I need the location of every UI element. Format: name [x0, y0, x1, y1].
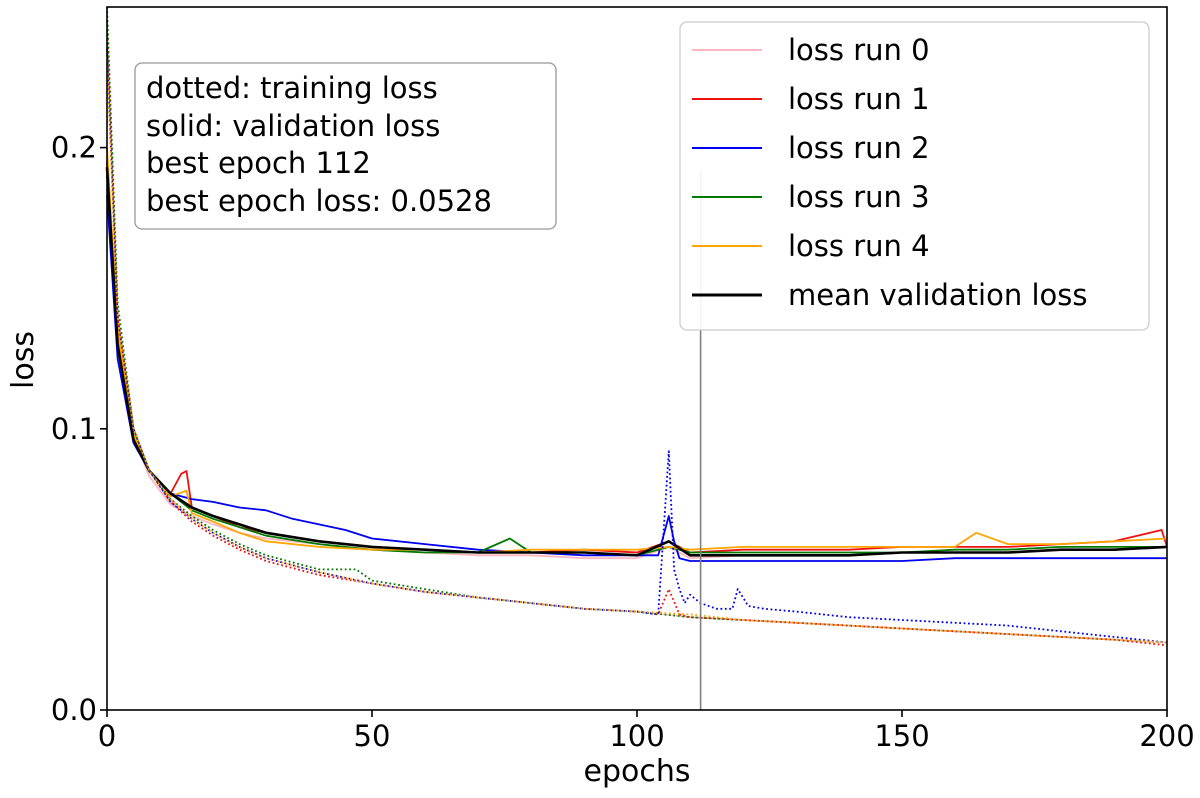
y-tick-label: 0.0	[51, 693, 97, 727]
legend-label: mean validation loss	[788, 278, 1087, 312]
training-curve-train-run-0	[106, 35, 1168, 644]
annotation-line-best-epoch: best epoch 112	[146, 146, 371, 180]
x-tick-label: 150	[874, 719, 929, 753]
legend: loss run 0 loss run 1 loss run 2 loss run 3…	[679, 21, 1150, 331]
annotation-line-training: dotted: training loss	[146, 71, 438, 105]
annotation-line-validation: solid: validation loss	[146, 109, 440, 143]
training-curve-train-run-4	[106, 63, 1168, 644]
annotation-box: dotted: training loss solid: validation …	[134, 62, 557, 230]
legend-frame	[679, 21, 1150, 331]
legend-label: loss run 4	[788, 229, 930, 263]
validation-curve-mean-validation-loss	[105, 167, 1168, 557]
validation-curve-loss-run-4	[106, 147, 1168, 554]
y-tick-label: 0.1	[51, 412, 97, 446]
legend-entries: loss run 0 loss run 1 loss run 2 loss run 3…	[692, 33, 1087, 312]
x-tick-label: 50	[354, 719, 391, 753]
legend-label: loss run 3	[788, 180, 930, 214]
y-axis-label: loss	[6, 331, 41, 389]
legend-label: loss run 2	[788, 131, 930, 165]
x-axis-label: epochs	[584, 754, 691, 789]
validation-curve-loss-run-2	[106, 195, 1167, 562]
x-axis-ticks: 0 50 100 150 200	[98, 710, 1195, 753]
annotation-box-frame	[134, 62, 557, 230]
x-tick-label: 100	[609, 719, 664, 753]
annotation-line-best-loss: best epoch loss: 0.0528	[146, 184, 492, 218]
y-axis-ticks: 0.0 0.1 0.2	[51, 131, 107, 727]
legend-label: loss run 0	[788, 33, 930, 67]
y-tick-label: 0.2	[51, 131, 97, 165]
legend-label: loss run 1	[788, 82, 930, 116]
x-tick-label: 0	[98, 719, 116, 753]
x-tick-label: 200	[1139, 719, 1194, 753]
training-curve-train-run-1	[106, 21, 1168, 647]
series-layer	[105, 6, 1168, 647]
training-curve-train-run-2	[106, 49, 1168, 644]
